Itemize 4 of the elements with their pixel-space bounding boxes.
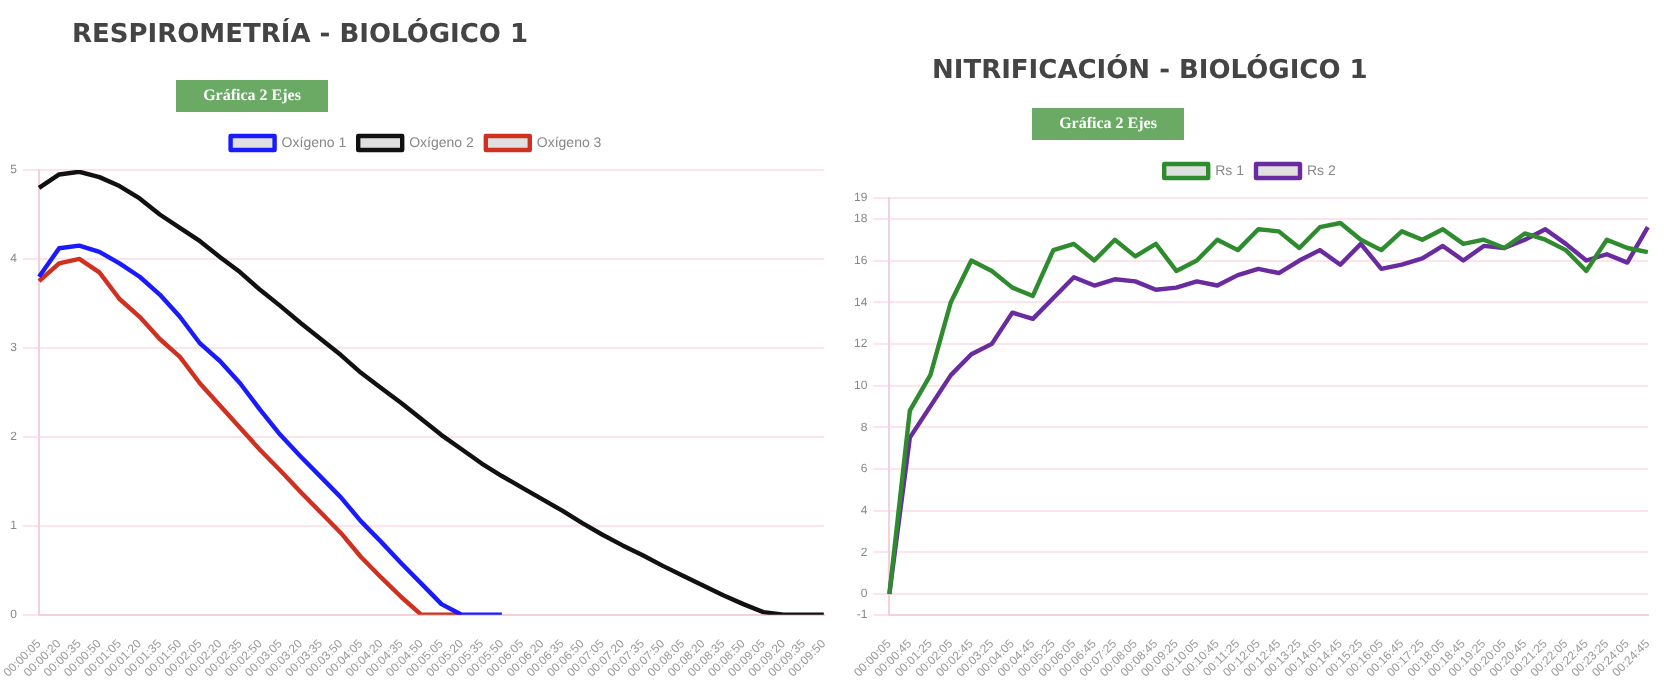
text: Gráfica 2 Ejes bbox=[1032, 108, 1184, 140]
text: Gráfica 2 Ejes bbox=[176, 80, 328, 112]
chart-title: RESPIROMETRÍA - BIOLÓGICO 1 bbox=[72, 20, 529, 50]
chart-title: NITRIFICACIÓN - BIOLÓGICO 1 bbox=[932, 56, 1368, 86]
